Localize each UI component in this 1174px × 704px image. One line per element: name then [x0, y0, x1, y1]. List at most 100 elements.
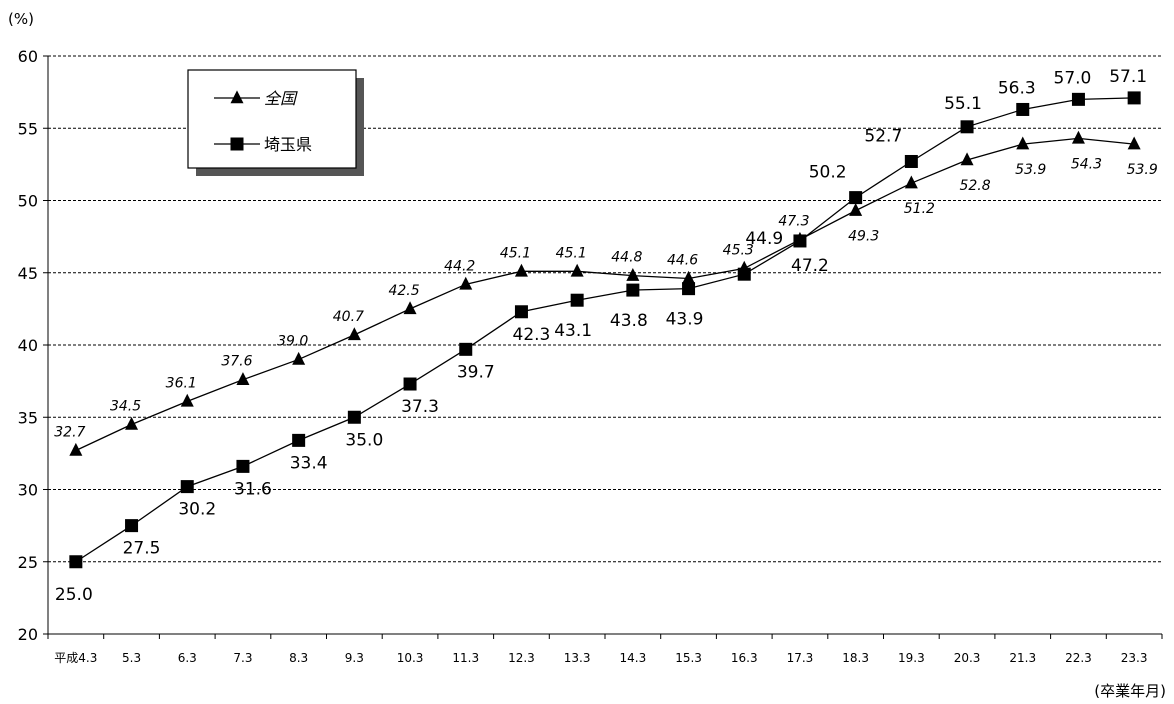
x-tick-label: 平成4.3 — [54, 651, 97, 665]
x-tick-label: 19.3 — [898, 651, 925, 665]
square-marker — [69, 555, 83, 569]
x-tick-label: 5.3 — [122, 651, 141, 665]
x-tick-label: 22.3 — [1065, 651, 1092, 665]
legend-triangle-icon — [230, 90, 244, 104]
square-marker — [292, 433, 306, 447]
x-tick-label: 9.3 — [345, 651, 364, 665]
data-label-saitama: 47.2 — [791, 256, 829, 276]
square-marker — [1016, 102, 1030, 116]
data-label-national: 44.6 — [667, 253, 698, 269]
data-label-national: 52.8 — [959, 178, 990, 194]
x-tick-label: 14.3 — [619, 651, 646, 665]
legend-box — [187, 69, 357, 169]
triangle-marker — [180, 393, 194, 407]
data-label-saitama: 52.7 — [864, 126, 902, 146]
data-label-saitama: 35.0 — [345, 430, 383, 450]
y-tick-label: 35 — [18, 408, 38, 427]
square-marker — [180, 480, 194, 494]
data-label-saitama: 39.7 — [457, 362, 495, 382]
data-label-national: 47.3 — [778, 214, 809, 230]
data-label-saitama: 27.5 — [123, 539, 161, 559]
x-tick-label: 6.3 — [178, 651, 197, 665]
x-tick-label: 21.3 — [1009, 651, 1036, 665]
triangle-marker — [236, 372, 250, 385]
data-label-national: 32.7 — [54, 424, 85, 440]
x-tick-label: 17.3 — [787, 651, 814, 665]
data-label-national: 42.5 — [388, 283, 419, 299]
data-label-national: 49.3 — [848, 229, 879, 245]
square-marker — [849, 191, 863, 205]
square-marker — [1127, 91, 1141, 105]
series-lines — [75, 97, 1135, 563]
triangle-marker — [570, 263, 584, 277]
data-label-saitama: 31.6 — [234, 479, 272, 499]
triangle-marker — [125, 416, 139, 430]
data-label-saitama: 44.9 — [745, 229, 783, 249]
triangle-marker — [403, 301, 417, 315]
square-marker — [403, 377, 417, 391]
triangle-marker — [626, 268, 640, 281]
square-marker — [626, 283, 640, 297]
y-tick-label: 45 — [18, 264, 38, 283]
data-label-national: 34.5 — [110, 398, 141, 414]
data-labels: 32.7 34.5 36.1 37.6 39.0 40.7 42.5 44.2 45.1 45.1… — [54, 67, 1158, 605]
square-marker — [1071, 92, 1085, 106]
data-label-national: 51.2 — [904, 201, 935, 217]
y-tick-label: 55 — [18, 119, 38, 138]
data-label-saitama: 57.1 — [1109, 67, 1147, 87]
x-tick-label: 13.3 — [564, 651, 591, 665]
x-axis-unit: (卒業年月) — [1094, 682, 1166, 700]
data-label-national: 37.6 — [221, 354, 252, 370]
triangle-marker — [904, 175, 918, 189]
series-line-national — [75, 137, 1135, 452]
square-marker — [737, 267, 751, 281]
triangle-marker — [514, 263, 528, 277]
x-tick-label: 20.3 — [954, 651, 981, 665]
data-label-saitama: 37.3 — [401, 397, 439, 417]
data-label-saitama: 30.2 — [178, 500, 216, 520]
y-tick-label: 25 — [18, 553, 38, 572]
triangle-marker — [849, 203, 863, 216]
square-marker — [960, 120, 974, 134]
data-label-national: 45.3 — [723, 242, 754, 258]
data-label-saitama: 43.8 — [610, 311, 648, 331]
y-tick-labels: 20 25 30 35 40 45 50 55 60 — [18, 47, 38, 644]
triangle-marker — [347, 327, 361, 341]
data-label-national: 54.3 — [1071, 156, 1102, 172]
x-tick-label: 10.3 — [397, 651, 424, 665]
series-markers — [69, 91, 1141, 569]
data-label-national: 44.2 — [444, 258, 475, 274]
legend-label-national: 全国 — [264, 89, 298, 108]
triangle-marker — [459, 276, 473, 290]
data-label-saitama: 33.4 — [290, 453, 328, 473]
y-tick-label: 50 — [18, 192, 38, 211]
y-tick-label: 60 — [18, 47, 38, 66]
x-tick-label: 12.3 — [508, 651, 535, 665]
data-label-national: 44.8 — [611, 250, 642, 266]
x-tick-label: 8.3 — [289, 651, 308, 665]
triangle-marker — [292, 351, 306, 365]
data-label-national: 53.9 — [1015, 162, 1046, 178]
x-tick-label: 7.3 — [233, 651, 252, 665]
data-label-saitama: 57.0 — [1054, 68, 1092, 88]
data-label-national: 36.1 — [166, 375, 197, 391]
square-marker — [125, 519, 139, 533]
x-tick-label: 11.3 — [452, 651, 479, 665]
data-label-national: 40.7 — [333, 309, 364, 325]
y-tick-label: 20 — [18, 625, 38, 644]
y-axis-unit: (%) — [8, 10, 34, 28]
triangle-marker — [960, 152, 974, 166]
series-line-saitama — [75, 97, 1135, 563]
y-tick-label: 30 — [18, 481, 38, 500]
data-label-saitama: 25.0 — [55, 585, 93, 605]
triangle-marker — [1127, 136, 1141, 150]
data-label-saitama: 43.1 — [554, 321, 592, 341]
data-label-saitama: 56.3 — [998, 78, 1036, 98]
data-label-national: 39.0 — [277, 333, 308, 349]
x-tick-label: 15.3 — [675, 651, 702, 665]
data-label-national: 53.9 — [1127, 162, 1158, 178]
square-marker — [570, 293, 584, 307]
x-tick-label: 16.3 — [731, 651, 758, 665]
x-tick-labels: 平成4.3 5.3 6.3 7.3 8.3 9.3 10.3 11.3 12.3 13.3 14.3… — [54, 651, 1147, 665]
